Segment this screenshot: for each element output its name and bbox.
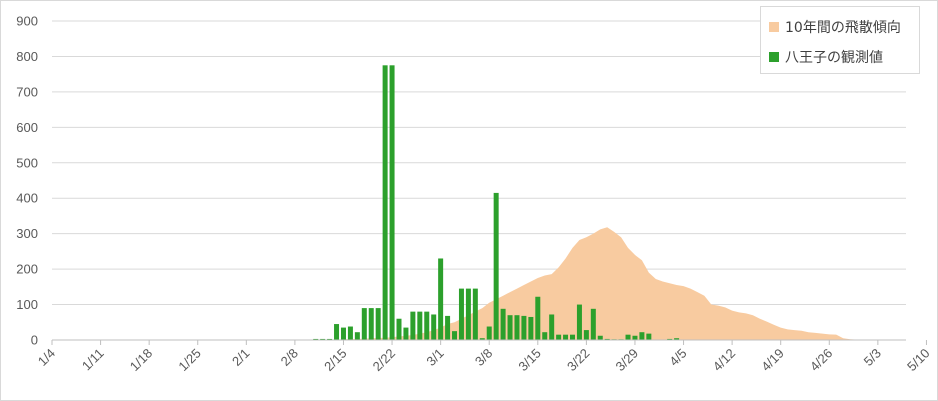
observation-bar <box>570 334 575 340</box>
observation-bar <box>493 192 499 340</box>
x-tick-label: 1/11 <box>79 346 107 374</box>
observation-bar <box>583 330 589 340</box>
x-tick-label: 4/19 <box>758 346 787 375</box>
x-tick-label: 4/5 <box>666 346 689 369</box>
observation-bar <box>313 338 319 340</box>
observation-bar <box>382 65 388 340</box>
observation-bar <box>424 311 430 340</box>
x-tick-label: 4/12 <box>710 346 739 375</box>
observation-bar <box>334 324 340 340</box>
observation-bar <box>472 288 478 340</box>
y-tick-label: 100 <box>16 297 38 312</box>
observation-bar <box>604 338 610 340</box>
legend-swatch-trend <box>769 22 779 32</box>
observation-bar <box>327 338 333 340</box>
y-tick-label: 700 <box>16 84 38 99</box>
observation-bar <box>438 258 444 340</box>
y-tick-label: 800 <box>16 49 38 64</box>
x-tick-label: 2/1 <box>229 346 252 369</box>
y-tick-label: 0 <box>31 333 38 348</box>
x-tick-label: 2/8 <box>278 346 301 369</box>
x-tick-label: 1/4 <box>35 346 58 369</box>
observation-bar <box>667 338 673 340</box>
observation-bar <box>417 311 423 340</box>
y-tick-label: 600 <box>16 120 38 135</box>
x-tick-label: 1/18 <box>127 346 156 375</box>
observation-bar <box>556 334 562 340</box>
observation-bar <box>500 308 506 340</box>
x-tick-label: 5/3 <box>861 346 884 369</box>
legend-swatch-observed <box>769 52 779 62</box>
observation-bar <box>431 314 437 340</box>
observation-bar <box>375 308 381 340</box>
y-tick-label: 300 <box>16 226 38 241</box>
observation-bar <box>563 334 569 340</box>
observation-bar <box>514 315 520 340</box>
x-tick-label: 3/8 <box>472 346 495 369</box>
trend-area <box>52 227 938 340</box>
observation-bars <box>313 65 680 340</box>
observation-bar <box>479 338 485 340</box>
x-tick-label: 3/1 <box>423 346 446 369</box>
x-tick-label: 2/15 <box>321 346 350 375</box>
observation-bar <box>389 65 395 340</box>
observation-bar <box>507 315 513 340</box>
legend-item-observed: 八王子の観測値 <box>769 47 883 67</box>
x-tick-label: 3/29 <box>613 346 642 375</box>
y-tick-label: 200 <box>16 262 38 277</box>
observation-bar <box>354 332 360 340</box>
observation-bar <box>458 288 464 340</box>
observation-bar <box>521 315 527 340</box>
observation-bar <box>403 327 409 340</box>
observation-bar <box>410 311 416 340</box>
observation-bar <box>625 334 631 340</box>
x-tick-label: 3/15 <box>515 346 544 375</box>
observation-bar <box>632 335 638 340</box>
observation-bar <box>361 308 367 340</box>
x-tick-label: 5/10 <box>904 346 933 375</box>
observation-bar <box>465 288 471 340</box>
y-axis-ticks: 0 100 200 300 400 500 600 700 800 900 <box>16 14 38 348</box>
y-tick-label: 400 <box>16 191 38 206</box>
observation-bar <box>646 333 652 340</box>
observation-bar <box>590 308 596 340</box>
x-tick-label: 3/22 <box>564 346 593 375</box>
observation-bar <box>597 335 603 340</box>
observation-bar <box>549 314 555 340</box>
observation-bar <box>340 327 346 340</box>
legend-label-trend: 10年間の飛散傾向 <box>785 20 901 36</box>
y-tick-label: 500 <box>16 155 38 170</box>
x-axis-ticks: 1/4 1/11 1/18 1/25 2/1 2/8 2/15 2/22 3/1 3/8 3/15 3… <box>35 340 933 374</box>
observation-bar <box>347 326 353 340</box>
legend-item-trend: 10年間の飛散傾向 <box>769 17 901 37</box>
x-tick-label: 4/26 <box>807 346 836 375</box>
observation-bar <box>542 332 548 340</box>
observation-bar <box>320 338 326 340</box>
legend: 10年間の飛散傾向 八王子の観測値 <box>760 6 920 74</box>
x-tick-label: 1/25 <box>175 346 204 375</box>
x-tick-label: 2/22 <box>370 346 399 375</box>
observation-bar <box>674 338 680 340</box>
observation-bar <box>528 316 534 340</box>
trend-area-layer <box>52 227 938 340</box>
observation-bar <box>535 296 541 340</box>
legend-label-observed: 八王子の観測値 <box>785 50 883 66</box>
observation-bar <box>486 326 492 340</box>
observation-bar <box>452 331 458 340</box>
observation-bar <box>639 332 645 340</box>
observation-bar <box>445 315 451 340</box>
y-tick-label: 900 <box>16 14 38 29</box>
observation-bar <box>576 304 582 340</box>
observation-bar <box>396 318 402 340</box>
observation-bar <box>368 308 374 340</box>
